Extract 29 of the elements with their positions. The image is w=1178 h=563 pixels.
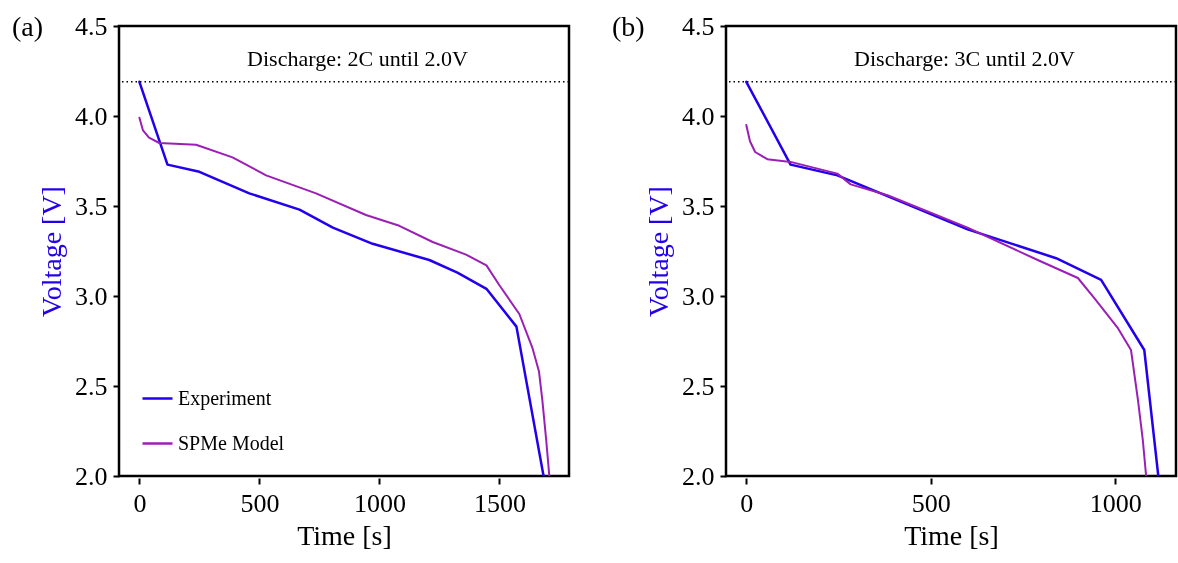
- x-tick-label: 1000: [353, 488, 406, 518]
- y-tick-label: 2.5: [682, 371, 715, 401]
- x-tick-label: 500: [240, 488, 280, 518]
- x-tick-label: 0: [740, 488, 754, 518]
- y-tick-label: 3.5: [682, 191, 715, 221]
- y-tick-label: 3.0: [682, 281, 715, 311]
- y-axis-title: Voltage [V]: [643, 186, 674, 317]
- x-axis-title: Time [s]: [904, 519, 999, 551]
- y-tick-label: 2.5: [75, 371, 108, 401]
- y-tick-label: 2.0: [682, 461, 715, 491]
- x-axis-title: Time [s]: [297, 519, 392, 551]
- annotation: Discharge: 3C until 2.0V: [854, 46, 1076, 71]
- y-tick-label: 4.0: [75, 101, 108, 131]
- x-tick-label: 0: [133, 488, 147, 518]
- y-tick-label: 2.0: [75, 461, 108, 491]
- y-tick-label: 4.5: [682, 11, 715, 41]
- y-axis-title: Voltage [V]: [36, 186, 67, 317]
- chart-title: (a): [12, 11, 44, 42]
- y-tick-label: 3.0: [75, 281, 108, 311]
- x-tick-label: 1000: [1089, 488, 1142, 518]
- y-tick-label: 4.0: [682, 101, 715, 131]
- x-tick-label: 1500: [473, 488, 526, 518]
- y-tick-label: 4.5: [75, 11, 108, 41]
- legend-label: Experiment: [178, 386, 272, 410]
- chart-title: (b): [612, 11, 645, 42]
- y-tick-label: 3.5: [75, 191, 108, 221]
- x-tick-label: 500: [911, 488, 951, 518]
- annotation: Discharge: 2C until 2.0V: [247, 46, 469, 71]
- legend-label: SPMe Model: [178, 431, 285, 454]
